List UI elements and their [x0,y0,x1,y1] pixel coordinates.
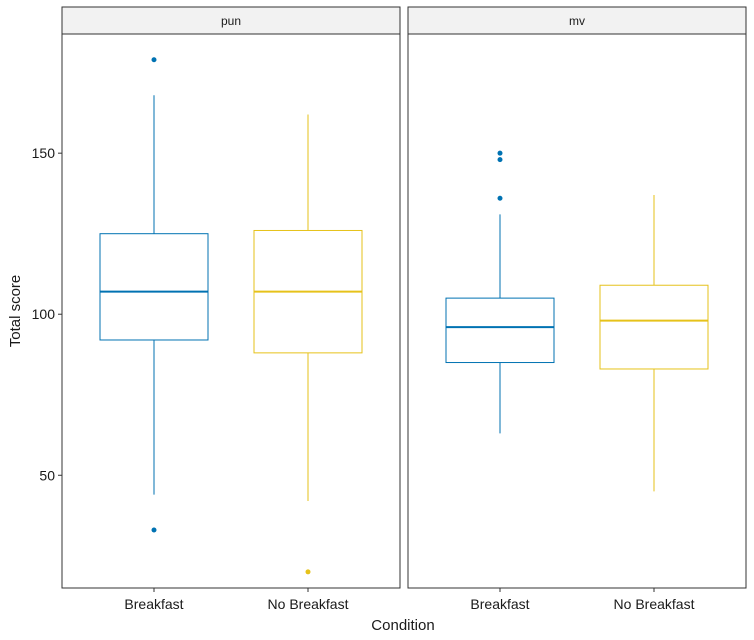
y-tick-label-100: 100 [32,306,56,322]
outlier-point-mv-breakfast-2 [497,195,503,201]
y-tick-label-150: 150 [32,145,56,161]
iqr-box-mv-no-breakfast [599,284,709,370]
outlier-point-pun-breakfast-0 [151,57,157,63]
outlier-point-pun-no-breakfast-0 [305,569,311,575]
iqr-box-pun-breakfast [99,233,209,341]
boxplot-pun-breakfast [99,57,209,533]
iqr-box-mv-breakfast [445,297,555,364]
facet-strip-label-mv: mv [569,14,585,28]
x-tick-label-pun-breakfast: Breakfast [124,596,183,612]
facet-strip-mv [407,6,747,35]
outlier-point-mv-breakfast-0 [497,150,503,156]
y-axis-title: Total score [7,275,24,348]
outlier-point-mv-breakfast-1 [497,157,503,163]
boxplot-mv-no-breakfast [599,195,709,492]
boxplot-mv-breakfast [445,150,555,434]
boxplot-pun-no-breakfast [253,114,363,575]
x-tick-label-pun-no-breakfast: No Breakfast [268,596,349,612]
y-tick-label-50: 50 [39,467,55,483]
facet-strip-label-pun: pun [221,14,241,28]
facet-panel-pun [61,33,401,589]
x-tick-label-mv-no-breakfast: No Breakfast [614,596,695,612]
facet-strip-pun [61,6,401,35]
outlier-point-pun-breakfast-1 [151,527,157,533]
x-axis-title: Condition [371,617,434,634]
x-tick-label-mv-breakfast: Breakfast [470,596,529,612]
facet-panel-mv [407,33,747,589]
